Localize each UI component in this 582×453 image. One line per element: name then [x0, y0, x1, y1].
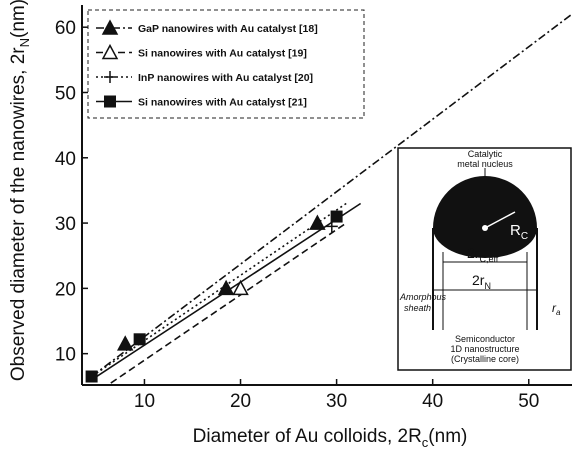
- y-tick-label: 60: [55, 18, 76, 39]
- rc-label: RC: [510, 222, 528, 242]
- inset-label: Semiconductor: [455, 334, 515, 344]
- ra-label: ra: [552, 301, 561, 317]
- x-tick-label: 20: [230, 391, 251, 412]
- y-tick-label: 50: [55, 83, 76, 104]
- legend-label: Si nanowires with Au catalyst [21]: [138, 97, 307, 109]
- legend-label: InP nanowires with Au catalyst [20]: [138, 72, 313, 84]
- x-label-text: Diameter of Au colloids, 2R: [193, 426, 422, 447]
- rn-sub: N: [484, 281, 491, 291]
- marker: [85, 370, 98, 383]
- ra-text: r: [552, 301, 557, 315]
- fit-line: [91, 13, 573, 378]
- y-axis-label: Observed diameter of the nanowires, 2rN(…: [8, 0, 32, 381]
- y-tick-label: 30: [55, 214, 76, 235]
- x-tick-label: 10: [134, 391, 155, 412]
- x-label-sub: c: [422, 435, 429, 450]
- marker: [330, 210, 343, 223]
- marker: [309, 214, 326, 230]
- rn-label: 2rN: [472, 272, 491, 291]
- rceff-sub: C,eff: [479, 254, 498, 264]
- nucleus-bottom: [433, 228, 537, 258]
- rc-arrow: [484, 211, 516, 229]
- ra-sub: a: [556, 308, 561, 317]
- rceff-text: 2r: [467, 245, 480, 261]
- marker: [232, 279, 249, 296]
- fit-line: [110, 222, 347, 384]
- legend-marker: [104, 95, 116, 108]
- fit-line: [91, 202, 362, 381]
- y-tick-label: 10: [55, 345, 76, 366]
- y-label-text: Observed diameter of the nanowires, 2r: [8, 47, 29, 381]
- x-tick-label: 50: [518, 391, 539, 412]
- inset-label: Amorphous: [399, 292, 447, 302]
- fit-line: [95, 202, 347, 374]
- nucleus: [433, 176, 537, 228]
- x-tick-label: 40: [422, 391, 443, 412]
- inset-label: Catalytic: [468, 149, 503, 159]
- inset-label: 1D nanostructure: [450, 344, 519, 354]
- y-label-sub: N: [17, 38, 32, 47]
- rn-text: 2r: [472, 272, 485, 288]
- inset-label: (Crystalline core): [451, 354, 519, 364]
- legend-box: [87, 9, 365, 119]
- center: [482, 225, 488, 231]
- y-tick-label: 40: [55, 149, 76, 170]
- legend-label: GaP nanowires with Au catalyst [18]: [138, 23, 318, 35]
- rc-sub: C: [521, 231, 528, 242]
- marker: [133, 333, 146, 346]
- rceff-label: 2rC,eff: [467, 245, 499, 264]
- inset-label: sheath: [404, 303, 431, 313]
- x-axis-label: Diameter of Au colloids, 2Rc(nm): [193, 426, 468, 450]
- rc-text: R: [510, 222, 521, 239]
- legend-marker: [104, 71, 116, 83]
- inset-label: metal nucleus: [457, 159, 513, 169]
- legend-marker: [101, 43, 119, 60]
- inset: Catalytic metal nucleus RC 2rC,eff 2rN A…: [397, 147, 572, 371]
- x-tick-label: 30: [326, 391, 347, 412]
- y-label-unit: (nm): [8, 0, 29, 38]
- marker: [116, 335, 134, 351]
- y-tick-label: 20: [55, 279, 76, 300]
- marker: [217, 279, 235, 296]
- legend-label: Si nanowires with Au catalyst [19]: [138, 48, 307, 60]
- legend-marker: [101, 19, 119, 35]
- x-label-unit: (nm): [428, 426, 467, 447]
